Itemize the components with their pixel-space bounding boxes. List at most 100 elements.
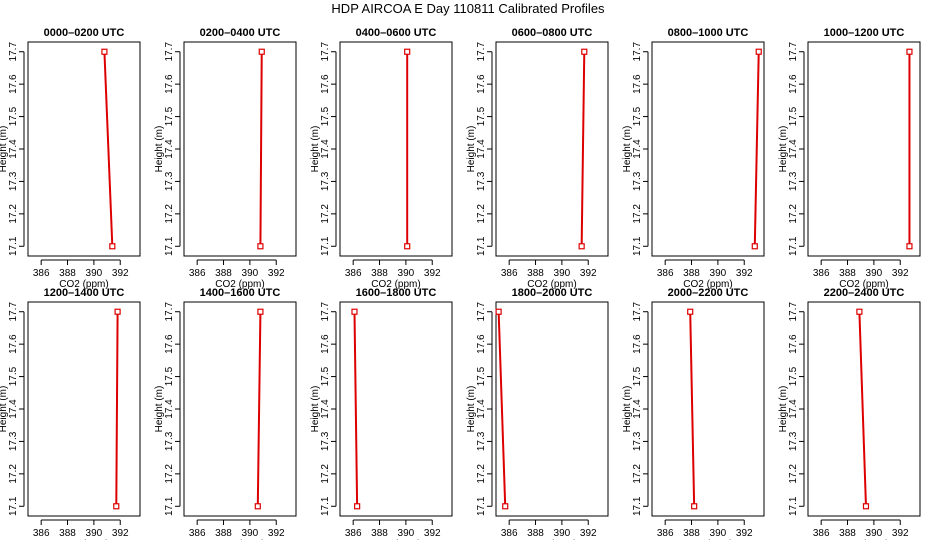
y-tick-label: 17.1 bbox=[8, 236, 19, 256]
x-axis-label: CO2 (ppm) bbox=[839, 279, 888, 290]
y-tick-label: 17.6 bbox=[164, 74, 175, 94]
y-tick-label: 17.7 bbox=[632, 42, 643, 62]
profile-point bbox=[258, 48, 265, 55]
y-tick-label: 17.7 bbox=[476, 302, 487, 322]
y-tick-label: 17.5 bbox=[164, 106, 175, 126]
panel-1: 0000–0200 UTC 386 388 390 392 CO2 (ppm) 17.1 17… bbox=[0, 27, 141, 290]
profile-point bbox=[862, 503, 870, 510]
y-tick-label: 17.2 bbox=[164, 464, 175, 484]
profile-point bbox=[354, 503, 361, 510]
y-tick-label: 17.1 bbox=[164, 236, 175, 256]
panel-title: 1000–1200 UTC bbox=[824, 27, 905, 39]
x-tick-label: 390 bbox=[86, 268, 103, 279]
panel-title: 2200–2400 UTC bbox=[824, 287, 905, 299]
y-tick-label: 17.4 bbox=[476, 139, 487, 159]
y-tick-label: 17.7 bbox=[8, 302, 19, 322]
x-tick-label: 388 bbox=[527, 528, 544, 539]
y-tick-label: 17.1 bbox=[476, 236, 487, 256]
x-tick-label: 392 bbox=[112, 268, 129, 279]
profile-point bbox=[578, 243, 585, 250]
x-tick-label: 388 bbox=[683, 528, 700, 539]
profile-point bbox=[404, 243, 411, 250]
x-axis-label: CO2 (ppm) bbox=[59, 279, 108, 290]
y-tick-label: 17.2 bbox=[788, 464, 799, 484]
y-tick-label: 17.5 bbox=[476, 106, 487, 126]
y-tick-label: 17.6 bbox=[164, 334, 175, 354]
plot-frame bbox=[339, 301, 453, 517]
profile-line bbox=[353, 311, 359, 507]
plot-frame bbox=[27, 301, 141, 517]
x-tick-label: 388 bbox=[839, 528, 856, 539]
y-tick-label: 17.7 bbox=[164, 302, 175, 322]
y-tick-label: 17.3 bbox=[788, 431, 799, 451]
y-tick-label: 17.6 bbox=[632, 74, 643, 94]
profile-line bbox=[858, 311, 867, 507]
y-tick-label: 17.3 bbox=[8, 171, 19, 191]
panel-title: 0200–0400 UTC bbox=[200, 27, 281, 39]
y-tick-label: 17.2 bbox=[8, 464, 19, 484]
y-tick-label: 17.2 bbox=[632, 204, 643, 224]
y-tick-label: 17.5 bbox=[320, 366, 331, 386]
y-tick-label: 17.3 bbox=[320, 431, 331, 451]
profile-point bbox=[109, 243, 116, 250]
x-tick-label: 390 bbox=[398, 268, 415, 279]
y-tick-label: 17.3 bbox=[632, 431, 643, 451]
y-tick-label: 17.6 bbox=[8, 334, 19, 354]
y-tick-label: 17.7 bbox=[788, 42, 799, 62]
x-tick-label: 386 bbox=[189, 268, 206, 279]
profile-line bbox=[103, 51, 114, 247]
x-tick-label: 386 bbox=[501, 528, 518, 539]
x-tick-label: 390 bbox=[554, 268, 571, 279]
x-tick-label: 390 bbox=[710, 268, 727, 279]
y-tick-label: 17.4 bbox=[632, 139, 643, 159]
y-tick-label: 17.1 bbox=[320, 496, 331, 516]
y-tick-label: 17.3 bbox=[476, 431, 487, 451]
y-tick-label: 17.1 bbox=[320, 236, 331, 256]
figure-title: HDP AIRCOA E Day 110811 Calibrated Profi… bbox=[331, 1, 605, 16]
panel-title: 2000–2200 UTC bbox=[668, 287, 749, 299]
y-tick-label: 17.2 bbox=[164, 204, 175, 224]
x-tick-label: 388 bbox=[59, 528, 76, 539]
y-tick-label: 17.4 bbox=[320, 139, 331, 159]
x-tick-label: 388 bbox=[215, 528, 232, 539]
y-tick-label: 17.3 bbox=[632, 171, 643, 191]
y-axis-label: Height (m) bbox=[778, 126, 789, 173]
y-tick-label: 17.3 bbox=[164, 171, 175, 191]
x-tick-label: 388 bbox=[371, 268, 388, 279]
panel-title: 1800–2000 UTC bbox=[512, 287, 593, 299]
x-tick-label: 388 bbox=[59, 268, 76, 279]
profile-line bbox=[256, 311, 262, 507]
y-tick-label: 17.2 bbox=[320, 464, 331, 484]
y-axis-label: Height (m) bbox=[622, 386, 633, 433]
x-tick-label: 390 bbox=[86, 528, 103, 539]
profile-line bbox=[753, 51, 760, 247]
panel-title: 0000–0200 UTC bbox=[44, 27, 125, 39]
profile-point bbox=[755, 48, 762, 55]
y-tick-label: 17.5 bbox=[8, 366, 19, 386]
x-tick-label: 392 bbox=[268, 268, 285, 279]
y-tick-label: 17.2 bbox=[476, 204, 487, 224]
y-tick-label: 17.4 bbox=[320, 399, 331, 419]
profile-point bbox=[495, 308, 502, 315]
x-tick-label: 390 bbox=[242, 528, 259, 539]
x-tick-label: 386 bbox=[813, 528, 830, 539]
x-tick-label: 386 bbox=[33, 268, 50, 279]
plot-frame bbox=[651, 301, 765, 517]
profile-point bbox=[351, 308, 358, 315]
panel-4: 0600–0800 UTC 386 388 390 392 CO2 (ppm) 17.1 17… bbox=[466, 27, 609, 290]
x-axis-label: CO2 (ppm) bbox=[215, 279, 264, 290]
profile-point bbox=[751, 243, 758, 250]
profile-point bbox=[404, 48, 411, 55]
y-tick-label: 17.2 bbox=[788, 204, 799, 224]
y-tick-label: 17.4 bbox=[476, 399, 487, 419]
y-tick-label: 17.2 bbox=[320, 204, 331, 224]
y-tick-label: 17.3 bbox=[8, 431, 19, 451]
y-axis-label: Height (m) bbox=[0, 126, 9, 173]
profile-point bbox=[502, 503, 509, 510]
panel-title: 1400–1600 UTC bbox=[200, 287, 281, 299]
y-tick-label: 17.3 bbox=[164, 431, 175, 451]
x-tick-label: 388 bbox=[215, 268, 232, 279]
